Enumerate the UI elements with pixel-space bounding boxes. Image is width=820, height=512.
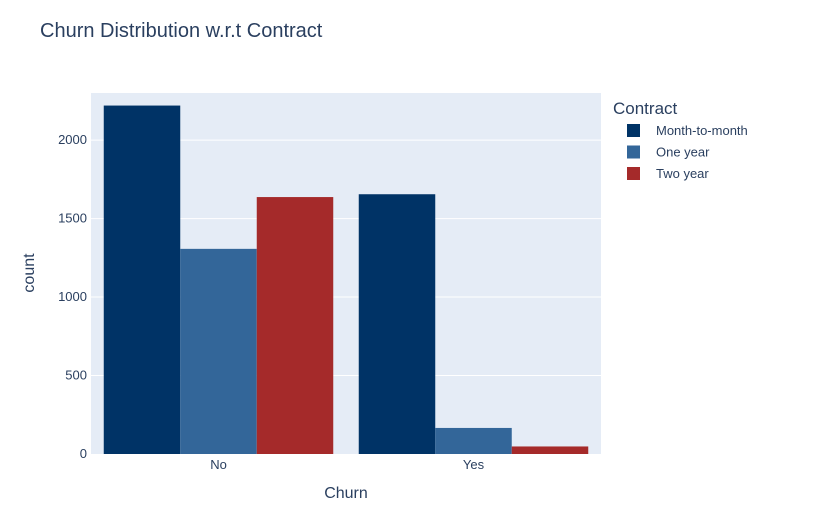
legend-swatch	[627, 167, 640, 180]
bar-month-to-month-no	[103, 105, 181, 454]
y-axis-title: count	[21, 253, 38, 293]
y-tick-label: 0	[80, 446, 87, 461]
bar-two-year-no	[256, 197, 334, 454]
legend-swatch	[627, 124, 640, 137]
bar-month-to-month-yes	[358, 194, 436, 455]
y-tick-labels: 0 500 1000 1500 2000	[58, 132, 87, 461]
bar-one-year-no	[180, 248, 257, 454]
legend-label: Two year	[656, 166, 709, 181]
bars	[103, 105, 589, 455]
legend-label: Month-to-month	[656, 123, 748, 138]
bar-one-year-yes	[435, 427, 512, 454]
y-tick-label: 1500	[58, 211, 87, 226]
x-tick-label: No	[210, 457, 227, 472]
x-tick-label: Yes	[463, 457, 485, 472]
y-tick-label: 2000	[58, 132, 87, 147]
y-tick-label: 1000	[58, 289, 87, 304]
legend-label: One year	[656, 145, 710, 160]
bar-two-year-yes	[511, 446, 589, 454]
legend-title: Contract	[613, 99, 678, 118]
y-tick-label: 500	[65, 368, 87, 383]
chart-title: Churn Distribution w.r.t Contract	[40, 20, 323, 42]
legend: Contract Month-to-month One year Two year	[613, 99, 748, 181]
x-tick-labels: No Yes	[210, 457, 484, 472]
legend-swatch	[627, 145, 640, 159]
x-axis-title: Churn	[324, 485, 368, 502]
